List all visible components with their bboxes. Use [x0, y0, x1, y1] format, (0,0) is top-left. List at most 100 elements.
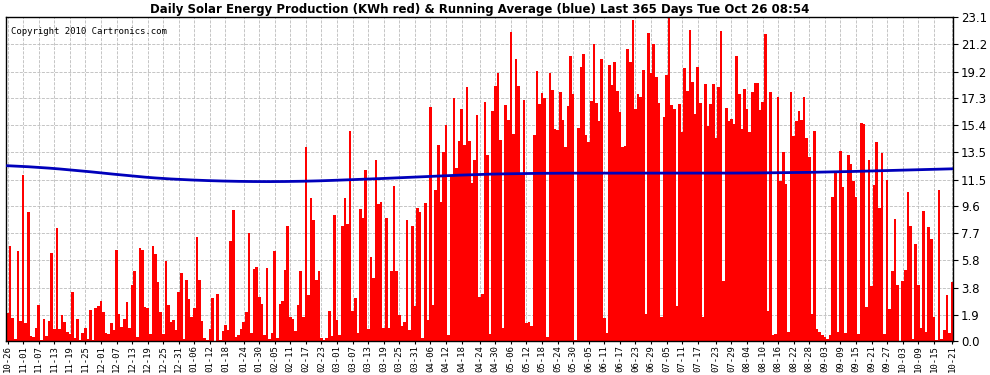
- Bar: [89, 310, 92, 341]
- Bar: [904, 270, 907, 341]
- Bar: [367, 330, 369, 341]
- Bar: [243, 322, 245, 341]
- Bar: [510, 32, 512, 341]
- Bar: [593, 44, 595, 341]
- Bar: [616, 92, 619, 341]
- Bar: [751, 92, 753, 341]
- Bar: [17, 251, 19, 341]
- Bar: [302, 317, 305, 341]
- Bar: [896, 285, 899, 341]
- Bar: [203, 338, 206, 341]
- Bar: [248, 233, 250, 341]
- Bar: [380, 202, 382, 341]
- Bar: [411, 226, 414, 341]
- Bar: [551, 90, 553, 341]
- Bar: [553, 129, 556, 341]
- Bar: [753, 83, 756, 341]
- Bar: [499, 140, 502, 341]
- Bar: [255, 267, 258, 341]
- Bar: [699, 103, 702, 341]
- Bar: [585, 135, 587, 341]
- Bar: [478, 297, 481, 341]
- Bar: [556, 130, 559, 341]
- Bar: [614, 62, 616, 341]
- Bar: [110, 323, 113, 341]
- Bar: [606, 333, 608, 341]
- Bar: [712, 84, 715, 341]
- Bar: [494, 86, 497, 341]
- Bar: [331, 336, 334, 341]
- Bar: [344, 198, 346, 341]
- Bar: [539, 104, 541, 341]
- Bar: [655, 76, 657, 341]
- Bar: [476, 115, 478, 341]
- Bar: [741, 129, 743, 341]
- Bar: [642, 70, 644, 341]
- Bar: [484, 102, 486, 341]
- Bar: [468, 141, 470, 341]
- Bar: [748, 132, 751, 341]
- Bar: [883, 334, 886, 341]
- Bar: [891, 271, 894, 341]
- Bar: [430, 107, 432, 341]
- Bar: [621, 147, 624, 341]
- Bar: [48, 321, 50, 341]
- Bar: [816, 329, 819, 341]
- Bar: [531, 326, 533, 341]
- Bar: [227, 330, 230, 341]
- Bar: [694, 114, 696, 341]
- Bar: [424, 203, 427, 341]
- Bar: [393, 186, 395, 341]
- Bar: [68, 333, 71, 341]
- Bar: [758, 111, 761, 341]
- Bar: [707, 126, 710, 341]
- Bar: [561, 120, 564, 341]
- Bar: [406, 220, 409, 341]
- Bar: [662, 117, 665, 341]
- Bar: [201, 321, 203, 341]
- Bar: [162, 334, 164, 341]
- Bar: [147, 308, 148, 341]
- Bar: [862, 124, 865, 341]
- Bar: [148, 334, 151, 341]
- Bar: [696, 67, 699, 341]
- Bar: [445, 124, 447, 341]
- Bar: [652, 44, 655, 341]
- Bar: [486, 155, 489, 341]
- Bar: [341, 226, 344, 341]
- Bar: [134, 271, 136, 341]
- Bar: [97, 306, 100, 341]
- Bar: [27, 212, 30, 341]
- Bar: [238, 334, 240, 341]
- Bar: [715, 138, 717, 341]
- Bar: [66, 332, 68, 341]
- Bar: [821, 335, 824, 341]
- Bar: [840, 151, 842, 341]
- Bar: [286, 226, 289, 341]
- Bar: [756, 82, 758, 341]
- Bar: [121, 327, 123, 341]
- Bar: [798, 111, 800, 341]
- Bar: [315, 280, 318, 341]
- Bar: [276, 338, 278, 341]
- Bar: [52, 329, 55, 341]
- Bar: [84, 328, 87, 341]
- Bar: [416, 208, 419, 341]
- Bar: [318, 271, 320, 341]
- Bar: [731, 119, 733, 341]
- Bar: [118, 315, 121, 341]
- Bar: [190, 317, 193, 341]
- Bar: [917, 285, 920, 341]
- Bar: [572, 94, 574, 341]
- Bar: [723, 281, 725, 341]
- Bar: [180, 273, 183, 341]
- Bar: [252, 269, 255, 341]
- Bar: [915, 244, 917, 341]
- Bar: [854, 197, 857, 341]
- Bar: [938, 190, 940, 341]
- Bar: [611, 86, 614, 341]
- Bar: [842, 187, 844, 341]
- Bar: [502, 328, 505, 341]
- Bar: [12, 318, 14, 341]
- Bar: [544, 98, 545, 341]
